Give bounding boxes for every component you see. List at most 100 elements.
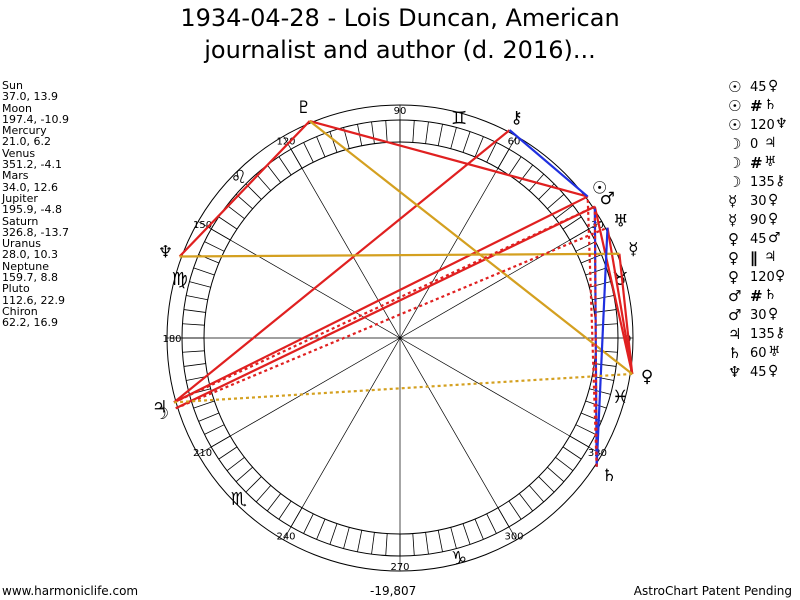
degree-label: 150	[193, 220, 212, 231]
planet-name-mercury: Mercury	[2, 124, 47, 138]
degree-tick	[425, 532, 429, 555]
aspect-line	[593, 206, 634, 375]
degree-tick	[303, 513, 314, 534]
planet-coords-chiron: 62.2, 16.9	[2, 316, 58, 330]
degree-tick	[547, 193, 565, 210]
planet-name-mars: Mars	[2, 169, 29, 183]
aspect-type: ∥	[750, 249, 758, 267]
degree-tick	[235, 466, 253, 483]
degree-tick	[385, 533, 388, 556]
degree-tick	[437, 124, 443, 146]
aspect-planet1-glyph: ♀	[728, 249, 739, 267]
planet-coords-venus: 351.2, -4.1	[2, 158, 62, 172]
aspect-type: 120	[750, 270, 775, 285]
planet-name-saturn: Saturn	[2, 214, 39, 228]
aspect-line	[173, 129, 511, 404]
degree-tick	[226, 204, 245, 220]
degree-tick	[303, 142, 314, 163]
aspect-planet1-glyph: ☽	[728, 135, 742, 153]
degree-tick	[474, 136, 484, 158]
aspect-row: ♂ 30 ♀	[728, 306, 800, 326]
aspect-planet2-glyph: ⚷	[775, 325, 786, 341]
aspect-line	[173, 205, 596, 404]
planet-name-jupiter: Jupiter	[2, 191, 38, 205]
degree-tick	[245, 476, 262, 493]
degree-tick	[329, 131, 338, 153]
chart-title-line2: journalist and author (d. 2016)...	[204, 36, 596, 64]
degree-tick	[486, 142, 497, 163]
degree-tick	[412, 120, 415, 143]
degree-tick	[450, 527, 457, 549]
aspect-planet2-glyph: ♀	[775, 268, 786, 284]
zodiac-sign-glyph: ♓	[612, 387, 628, 408]
aspect-planet2-glyph: ♅	[768, 344, 781, 360]
degree-tick	[575, 241, 596, 252]
planet-name-chiron: Chiron	[2, 304, 38, 318]
degree-tick	[198, 412, 220, 422]
aspect-type: 45	[750, 232, 767, 247]
aspect-line	[508, 129, 589, 198]
planet-glyph-moon: ☽	[154, 404, 169, 424]
aspect-line	[618, 253, 634, 375]
aspect-row: ♄ 60 ♅	[728, 344, 800, 364]
zodiac-sign-glyph: ♍	[172, 269, 188, 290]
footer-center-value: -19,807	[370, 584, 417, 598]
degree-tick	[193, 400, 215, 409]
aspect-planet1-glyph: ♃	[728, 325, 742, 343]
aspect-type: #	[750, 97, 763, 115]
degree-tick	[594, 309, 617, 313]
aspect-planet2-glyph: ♀	[768, 306, 779, 322]
footer-patent-note: AstroChart Patent Pending	[633, 584, 792, 598]
aspect-type: 135	[750, 175, 775, 190]
degree-tick	[412, 533, 415, 556]
degree-tick	[450, 127, 457, 149]
planet-glyph-neptune: ♆	[158, 242, 173, 262]
planet-name-sun: Sun	[2, 79, 23, 92]
aspect-line	[595, 227, 609, 467]
footer-website: www.harmoniclife.com	[2, 584, 139, 598]
degree-tick	[278, 156, 292, 176]
planet-name-neptune: Neptune	[2, 259, 50, 273]
aspect-row: ☉ 120 ♆	[728, 116, 800, 136]
degree-label: 300	[504, 531, 523, 542]
aspect-planet2-glyph: ♀	[768, 78, 779, 94]
aspect-type: 30	[750, 308, 767, 323]
aspect-row: ♀ 120 ♀	[728, 268, 800, 288]
aspect-row: ☉ 45 ♀	[728, 78, 800, 98]
degree-tick	[462, 523, 471, 545]
aspect-type: 120	[750, 118, 775, 133]
aspect-line	[309, 119, 588, 198]
aspect-row: ♂ # ♄	[728, 287, 800, 307]
degree-tick	[528, 485, 545, 503]
aspect-planet1-glyph: ☉	[728, 78, 742, 96]
aspect-row: ☽ 0 ♃	[728, 135, 800, 155]
planet-coords-mercury: 21.0, 6.2	[2, 135, 51, 149]
degree-tick	[218, 216, 238, 230]
planet-name-moon: Moon	[2, 101, 32, 115]
aspect-planet2-glyph: ♂	[768, 230, 781, 246]
aspect-planet2-glyph: ♅	[764, 154, 777, 170]
aspect-planet2-glyph: ♆	[775, 116, 788, 132]
planet-coords-neptune: 159.7, 8.8	[2, 271, 58, 285]
aspect-planet2-glyph: ♄	[764, 97, 777, 113]
planet-glyph-mars: ♂	[600, 189, 615, 209]
degree-tick	[182, 323, 205, 326]
aspect-planet1-glyph: ☿	[728, 192, 738, 210]
planet-glyph-saturn: ♄	[602, 466, 617, 486]
degree-tick	[547, 466, 565, 483]
aspect-type: 45	[750, 80, 767, 95]
degree-tick	[385, 120, 388, 143]
degree-tick	[204, 241, 225, 252]
degree-tick	[218, 446, 238, 460]
degree-tick	[245, 183, 262, 200]
aspect-planet1-glyph: ☉	[728, 97, 742, 115]
degree-tick	[486, 513, 497, 534]
aspect-line	[179, 252, 620, 258]
planet-glyph-pluto: ♇	[296, 98, 311, 118]
degree-tick	[562, 216, 582, 230]
degree-tick	[183, 309, 206, 313]
aspect-planet1-glyph: ☉	[728, 116, 742, 134]
aspect-row: ☿ 30 ♀	[728, 192, 800, 212]
planet-name-uranus: Uranus	[2, 237, 41, 251]
